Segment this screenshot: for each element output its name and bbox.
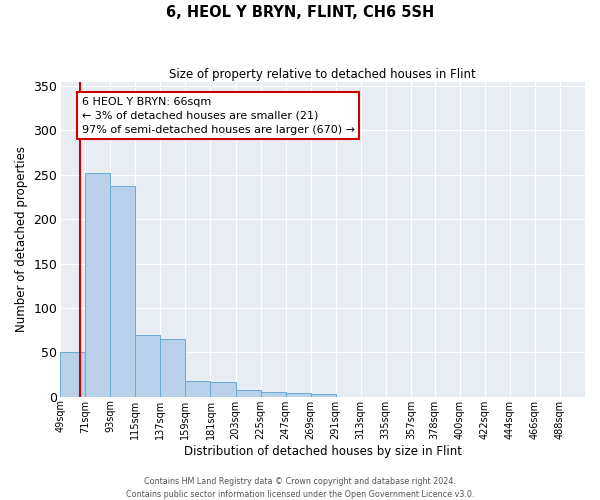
Bar [236, 390, 260, 396]
Text: 6, HEOL Y BRYN, FLINT, CH6 5SH: 6, HEOL Y BRYN, FLINT, CH6 5SH [166, 5, 434, 20]
Bar [260, 392, 286, 396]
X-axis label: Distribution of detached houses by size in Flint: Distribution of detached houses by size … [184, 444, 461, 458]
Bar [160, 339, 185, 396]
Text: Contains HM Land Registry data © Crown copyright and database right 2024.
Contai: Contains HM Land Registry data © Crown c… [126, 478, 474, 499]
Bar [85, 173, 110, 396]
Bar [311, 394, 335, 396]
Bar [185, 380, 211, 396]
Y-axis label: Number of detached properties: Number of detached properties [15, 146, 28, 332]
Bar [136, 336, 160, 396]
Bar [286, 393, 311, 396]
Bar [211, 382, 236, 396]
Title: Size of property relative to detached houses in Flint: Size of property relative to detached ho… [169, 68, 476, 80]
Bar [110, 186, 136, 396]
Bar [60, 352, 85, 397]
Text: 6 HEOL Y BRYN: 66sqm
← 3% of detached houses are smaller (21)
97% of semi-detach: 6 HEOL Y BRYN: 66sqm ← 3% of detached ho… [82, 97, 355, 135]
